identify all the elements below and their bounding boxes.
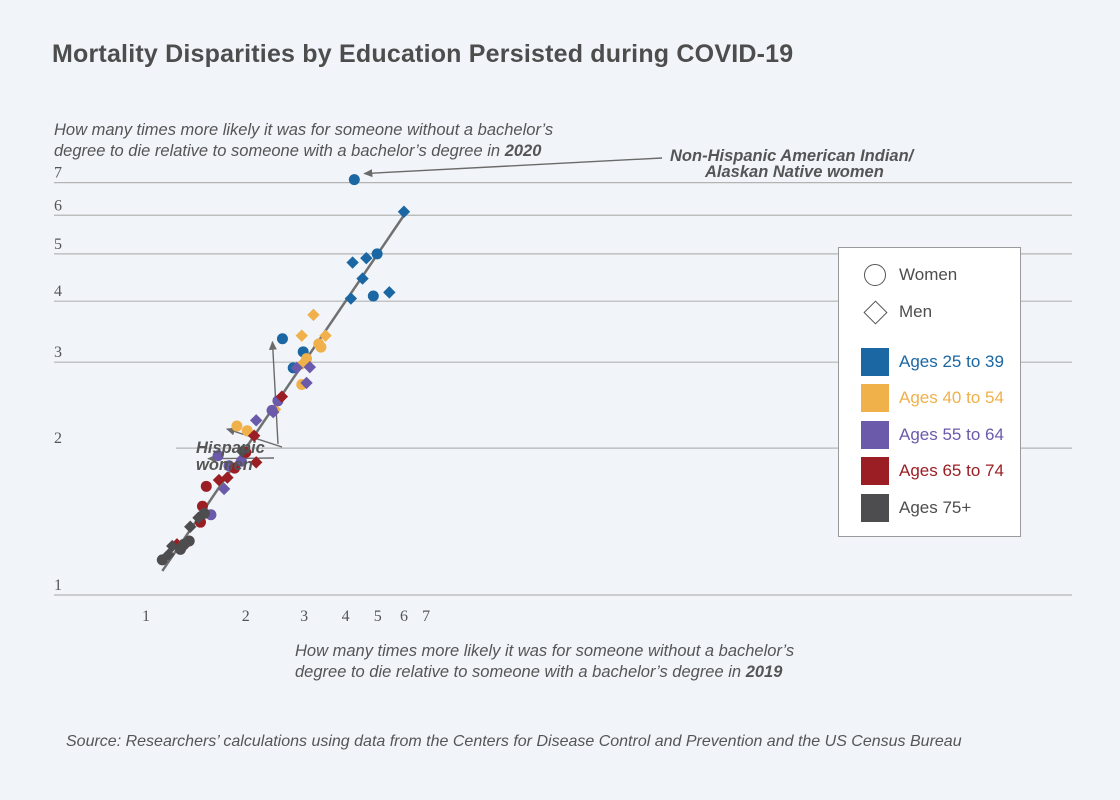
women-point (367, 290, 379, 302)
x-tick-label: 4 (342, 608, 350, 625)
men-point (250, 414, 263, 427)
men-point (275, 390, 289, 403)
men-point (319, 329, 332, 342)
legend-label: Ages 65 to 74 (899, 461, 1004, 480)
men-point (383, 286, 396, 299)
hispanic-annotation-line1: Hispanic (196, 439, 265, 457)
y-tick-label: 2 (54, 430, 62, 447)
x-tick-label: 3 (300, 608, 308, 625)
aian-annotation-line1: Non-Hispanic American Indian/ (670, 147, 916, 165)
legend-label: Ages 75+ (899, 498, 972, 517)
legend-label: Men (899, 302, 933, 321)
data-points (156, 174, 411, 566)
men-point (303, 360, 317, 374)
women-point (178, 538, 190, 550)
annotations: Non-Hispanic American Indian/ Alaskan Na… (196, 147, 916, 474)
color-swatch (861, 348, 889, 376)
y-tick-label: 5 (54, 236, 62, 253)
men-point (267, 405, 280, 419)
men-point (221, 471, 234, 484)
y-axis-caption: How many times more likely it was for so… (54, 120, 644, 162)
color-swatch (861, 457, 889, 485)
source-note: Source: Researchers’ calculations using … (66, 733, 962, 750)
men-point (344, 292, 358, 305)
women-point (241, 425, 253, 437)
y-caption-line1: How many times more likely it was for so… (54, 121, 554, 139)
x-tick-label: 5 (374, 608, 382, 625)
men-point (356, 272, 369, 285)
legend-item-ages-55-64: Ages 55 to 64 (861, 421, 1004, 449)
color-swatch (861, 384, 889, 412)
legend-item-ages-40-54: Ages 40 to 54 (861, 384, 1004, 412)
x-caption-line1: How many times more likely it was for so… (295, 642, 795, 660)
men-point (212, 473, 226, 487)
y-tick-label: 6 (54, 197, 62, 214)
y-tick-label: 7 (54, 165, 62, 182)
y-tick-label: 4 (54, 283, 62, 300)
women-point (200, 480, 212, 492)
legend-label: Ages 25 to 39 (899, 352, 1004, 371)
legend-label: Ages 40 to 54 (899, 388, 1004, 407)
women-point (371, 248, 383, 260)
women-point (235, 455, 247, 467)
y-tick-label: 3 (54, 344, 62, 361)
legend-item-ages-75-plus: Ages 75+ (861, 494, 971, 522)
color-swatch (861, 421, 889, 449)
men-point (250, 456, 263, 469)
legend-label: Women (899, 265, 958, 284)
x-caption-year: 2019 (745, 663, 783, 681)
x-tick-label: 7 (422, 608, 430, 625)
legend-item-ages-25-39: Ages 25 to 39 (861, 348, 1004, 376)
men-point (295, 329, 308, 342)
x-axis-caption: How many times more likely it was for so… (295, 641, 895, 683)
legend-item-men: Men (861, 298, 932, 326)
men-point (235, 445, 249, 458)
women-point (229, 462, 241, 474)
legend-item-ages-65-74: Ages 65 to 74 (861, 457, 1004, 485)
legend-label: Ages 55 to 64 (899, 425, 1004, 444)
y-caption-line2: degree to die relative to someone with a… (54, 142, 505, 160)
men-point (360, 251, 373, 265)
y-tick-label: 1 (54, 577, 62, 594)
women-point (156, 554, 168, 566)
men-point (346, 256, 359, 269)
men-point (184, 520, 197, 533)
diamond-icon (863, 299, 888, 325)
men-point (290, 361, 303, 375)
x-tick-label: 2 (242, 608, 250, 625)
men-point (217, 482, 231, 496)
x-tick-label: 1 (142, 608, 150, 625)
men-point (300, 376, 313, 390)
aian-arrow (363, 157, 663, 178)
men-point (397, 205, 411, 218)
women-point (276, 333, 288, 345)
men-point (247, 429, 261, 442)
x-caption-line2: degree to die relative to someone with a… (295, 663, 746, 681)
women-point (315, 341, 327, 353)
hispanic-annotation-line2: women (196, 456, 253, 474)
legend: Women Men Ages 25 to 39 Ages 40 to 54 Ag… (838, 247, 1021, 537)
x-tick-label: 6 (400, 608, 408, 625)
women-point (231, 420, 243, 432)
aian-annotation-line2: Alaskan Native women (704, 163, 884, 181)
page-title: Mortality Disparities by Education Persi… (52, 40, 794, 68)
color-swatch (861, 494, 889, 522)
legend-item-women: Women (861, 261, 957, 289)
hispanic-arrow (268, 340, 279, 445)
women-point (212, 450, 224, 462)
y-caption-year: 2020 (504, 142, 542, 160)
circle-icon (864, 264, 886, 286)
women-point (348, 174, 360, 186)
men-point (307, 308, 320, 322)
men-point (192, 511, 205, 524)
